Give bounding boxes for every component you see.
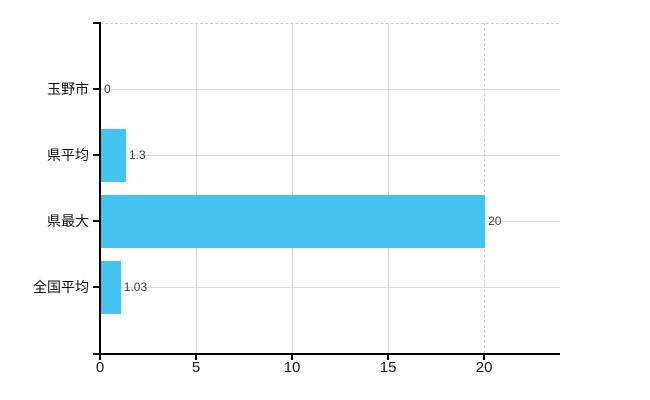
x-tick-label: 10 bbox=[283, 359, 301, 376]
bar-value-label: 20 bbox=[488, 214, 502, 228]
x-tick-label: 5 bbox=[191, 359, 201, 376]
x-tick bbox=[195, 355, 198, 360]
y-tick bbox=[93, 88, 99, 90]
x-tick bbox=[483, 355, 486, 360]
bar-value-label: 0 bbox=[104, 82, 111, 96]
y-axis bbox=[99, 22, 101, 355]
y-tick bbox=[93, 286, 99, 288]
x-tick-label: 15 bbox=[379, 359, 397, 376]
x-axis bbox=[93, 353, 560, 355]
x-tick-label: 20 bbox=[475, 359, 493, 376]
x-tick bbox=[99, 355, 101, 360]
bar-value-label: 1.3 bbox=[128, 148, 146, 162]
x-tick-label: 0 bbox=[95, 359, 105, 376]
y-tick bbox=[93, 22, 99, 24]
y-gridline bbox=[101, 286, 560, 288]
bar bbox=[101, 128, 126, 182]
bar-value-label: 1.03 bbox=[123, 280, 148, 294]
y-tick bbox=[93, 220, 99, 222]
x-gridline bbox=[483, 23, 485, 353]
category-label: 玉野市 bbox=[47, 81, 89, 97]
bar bbox=[101, 194, 486, 248]
x-tick bbox=[387, 355, 390, 360]
plot-top-border bbox=[100, 23, 559, 24]
category-label: 県最大 bbox=[47, 213, 89, 229]
plot-area: 0 1.3 20 1.03 bbox=[100, 23, 560, 353]
y-tick bbox=[93, 154, 99, 156]
category-label: 県平均 bbox=[47, 147, 89, 163]
y-gridline bbox=[101, 88, 560, 90]
x-gridline bbox=[195, 23, 197, 353]
category-label: 全国平均 bbox=[33, 279, 89, 295]
x-gridline bbox=[291, 23, 293, 353]
x-tick bbox=[291, 355, 294, 360]
x-gridline bbox=[387, 23, 389, 353]
bar bbox=[101, 260, 121, 314]
y-gridline bbox=[101, 154, 560, 156]
